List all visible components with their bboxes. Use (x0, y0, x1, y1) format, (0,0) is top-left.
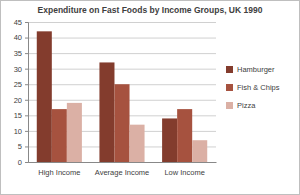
y-tick: 10 (14, 127, 28, 136)
x-tick: High Income (38, 162, 80, 177)
title: Expenditure on Fast Foods by Income Grou… (38, 5, 263, 15)
legend-label: Fish & Chips (237, 83, 280, 92)
y-tick: 35 (14, 49, 28, 58)
y-tick-mark (25, 69, 28, 70)
y-tick-label: 0 (18, 158, 22, 167)
bar (52, 109, 67, 162)
legend-label: Pizza (237, 101, 256, 110)
y-tick-label: 35 (14, 49, 22, 58)
y-tick-mark (25, 100, 28, 101)
y-tick-label: 45 (14, 18, 22, 27)
y-tick-mark (25, 115, 28, 116)
y-tick-label: 20 (14, 96, 22, 105)
bars (37, 31, 207, 162)
y-tick: 25 (14, 80, 28, 89)
y-tick: 40 (14, 33, 28, 42)
bar (114, 84, 129, 162)
y-tick: 30 (14, 65, 28, 74)
y-tick: 5 (18, 142, 28, 151)
legend-label: Hamburger (237, 65, 275, 74)
y-tick-mark (25, 38, 28, 39)
y-tick-label: 30 (14, 65, 22, 74)
frame (1, 1, 300, 195)
x-tick: Low Income (164, 162, 204, 177)
x-tick-label: High Income (38, 168, 80, 177)
bar (192, 140, 207, 162)
bar (99, 62, 114, 162)
x-axis: High Income Average Income Low Income (29, 162, 217, 177)
y-tick-mark (25, 146, 28, 147)
y-axis: 0 5 10 15 20 25 30 35 40 45 (14, 18, 29, 167)
bar (162, 118, 177, 162)
y-tick-mark (25, 53, 28, 54)
y-tick-mark (25, 162, 28, 163)
bar (37, 31, 52, 162)
y-tick-mark (25, 131, 28, 132)
y-tick-label: 25 (14, 80, 22, 89)
x-tick: Average Income (95, 162, 149, 177)
y-tick: 20 (14, 96, 28, 105)
y-tick-label: 10 (14, 127, 22, 136)
legend-swatch (226, 102, 233, 109)
y-tick: 15 (14, 111, 28, 120)
bar (130, 125, 145, 162)
x-tick-label: Low Income (164, 168, 204, 177)
y-tick-label: 15 (14, 111, 22, 120)
grid (28, 23, 216, 163)
x-axis-line (29, 162, 217, 163)
grid-line (28, 162, 216, 163)
y-tick-label: 40 (14, 33, 22, 42)
x-tick-label: Average Income (95, 168, 149, 177)
bar (177, 109, 192, 162)
grid-line (28, 38, 216, 39)
grid-line (28, 22, 216, 23)
chart: Expenditure on Fast Foods by Income Grou… (0, 0, 300, 195)
legend-swatch (226, 84, 233, 91)
y-tick-label: 5 (18, 142, 22, 151)
y-tick: 0 (18, 158, 28, 167)
y-tick-mark (25, 84, 28, 85)
chart-container: Expenditure on Fast Foods by Income Grou… (0, 0, 300, 195)
bar (67, 103, 82, 162)
y-tick: 45 (14, 18, 28, 27)
y-tick-mark (25, 22, 28, 23)
legend: Hamburger Fish & Chips Pizza (226, 65, 280, 110)
legend-swatch (226, 66, 233, 73)
grid-line (28, 69, 216, 70)
y-axis-line (25, 23, 29, 163)
grid-line (28, 53, 216, 54)
